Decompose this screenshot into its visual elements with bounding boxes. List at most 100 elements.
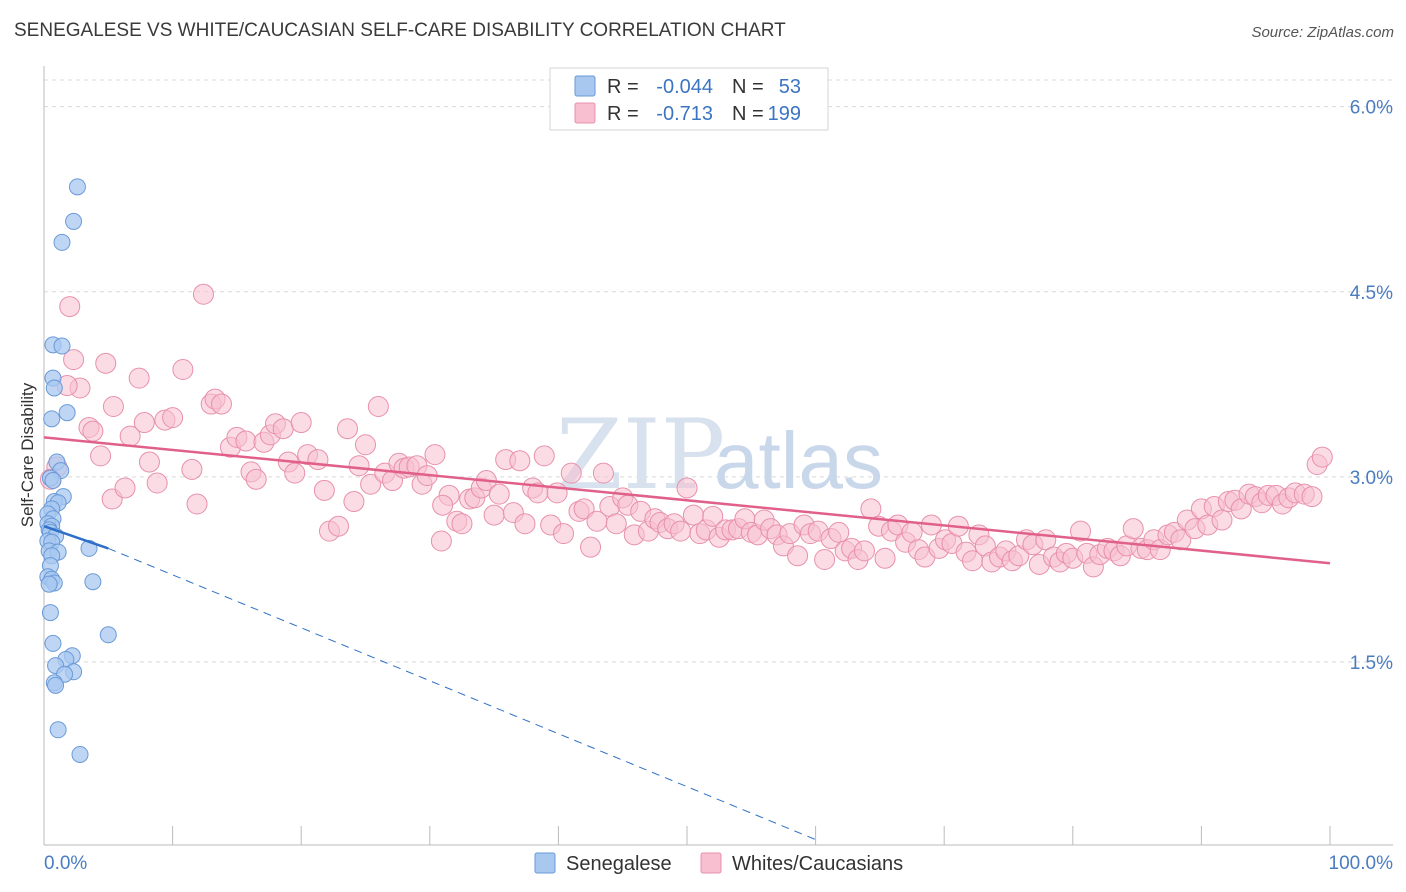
senegalese-point [84,573,102,591]
y-tick-label: 6.0% [1350,98,1393,119]
whites-point [814,549,836,571]
whites-point [702,505,724,527]
y-tick-label: 3.0% [1350,468,1393,489]
senegalese-point [40,575,58,593]
legend-swatch-whites [574,102,596,124]
legend-bottom-label-senegalese: Senegalese [566,853,672,875]
senegalese-trend-extension [108,547,816,841]
trend-lines [43,436,1331,841]
y-tick-label: 1.5% [1350,653,1393,674]
x-tick-label-max: 100.0% [1329,853,1394,874]
whites-point [133,412,155,434]
senegalese-point [68,178,86,196]
whites-point [430,530,452,552]
legend-top: R = -0.044 N = 53 R = -0.713 N = 199 [549,67,829,131]
whites-point [63,349,85,371]
whites-point [192,283,214,305]
series-senegalese-points [39,178,117,763]
whites-point [1311,446,1333,468]
senegalese-point [58,404,76,422]
whites-point [514,513,536,535]
y-tick-label: 4.5% [1350,283,1393,304]
whites-point [1070,520,1092,542]
whites-point [553,523,575,545]
watermark: ZIP atlas [556,399,883,511]
senegalese-point [41,604,59,622]
whites-point [82,420,104,442]
whites-point [146,472,168,494]
senegalese-point [44,472,62,490]
legend-swatch-senegalese [574,75,596,97]
whites-point [488,483,510,505]
whites-point [1301,486,1323,508]
legend-n-label-senegalese: N = [732,76,764,98]
whites-point [573,498,595,520]
legend-r-value-senegalese: -0.044 [656,76,713,98]
whites-point [483,504,505,526]
whites-point [138,451,160,473]
axes [43,66,1393,846]
legend-n-label-whites: N = [732,103,764,125]
watermark-atlas: atlas [714,416,883,505]
whites-point [181,458,203,480]
whites-point [90,445,112,467]
whites-point [348,455,370,477]
whites-point [245,468,267,490]
whites-point [367,396,389,418]
senegalese-trend-line [43,525,109,550]
whites-point [828,521,850,543]
senegalese-point [43,410,61,428]
gridlines [44,79,1393,663]
whites-point [59,296,81,318]
whites-point [360,473,382,495]
whites-point [186,493,208,515]
senegalese-point [71,745,89,763]
whites-point [1122,518,1144,540]
whites-point [580,536,602,558]
y-axis-title: Self-Care Disability [18,382,37,527]
whites-point [432,494,454,516]
legend-bottom: Senegalese Whites/Caucasians [534,852,903,875]
senegalese-point [53,337,71,355]
whites-point [853,540,875,562]
legend-n-value-senegalese: 53 [779,76,801,98]
senegalese-point [99,626,117,644]
whites-point [1211,509,1233,531]
whites-point [605,513,627,535]
chart-title: SENEGALESE VS WHITE/CAUCASIAN SELF-CARE … [14,20,786,41]
whites-point [210,393,232,415]
whites-point [592,462,614,484]
y-tick-labels: 1.5% 3.0% 4.5% 6.0% [1350,98,1393,674]
x-tick-label-min: 0.0% [44,853,87,874]
senegalese-point [53,233,71,251]
whites-point [336,418,358,440]
senegalese-point [45,379,63,397]
whites-point [307,449,329,471]
whites-trend-line [43,436,1331,565]
whites-point [235,430,257,452]
legend-top-box [549,67,829,131]
senegalese-point [49,721,67,739]
whites-point [670,520,692,542]
legend-bottom-swatch-whites [700,852,722,874]
whites-point [451,513,473,535]
whites-point [313,479,335,501]
whites-point [874,547,896,569]
whites-point [676,477,698,499]
whites-point [102,396,124,418]
watermark-zip: ZIP [556,399,725,511]
whites-point [509,450,531,472]
senegalese-point [47,676,65,694]
whites-point [284,462,306,484]
whites-point [272,418,294,440]
legend-bottom-label-whites: Whites/Caucasians [732,853,903,875]
whites-point [560,462,582,484]
whites-point [787,545,809,567]
whites-point [327,515,349,537]
whites-point [533,445,555,467]
legend-r-value-whites: -0.713 [656,103,713,125]
whites-point [128,367,150,389]
whites-point [162,407,184,429]
senegalese-point [44,634,62,652]
legend-r-label-whites: R = [607,103,639,125]
